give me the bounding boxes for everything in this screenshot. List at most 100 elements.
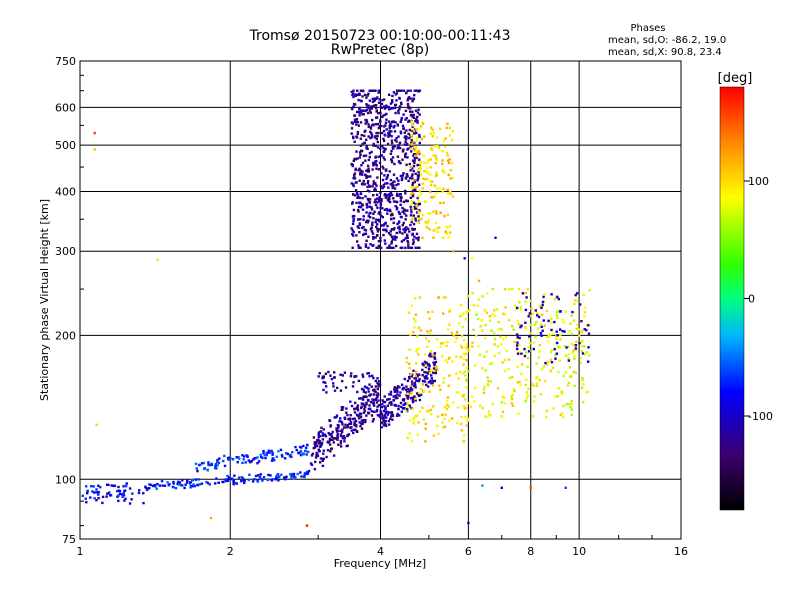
data-point xyxy=(400,196,403,199)
data-point xyxy=(343,440,346,443)
data-point xyxy=(336,436,339,439)
data-point xyxy=(442,139,446,142)
data-point xyxy=(443,405,447,409)
data-point xyxy=(397,221,401,224)
data-point xyxy=(382,185,386,188)
data-point xyxy=(442,312,445,315)
data-point xyxy=(433,352,437,355)
data-point xyxy=(302,444,305,448)
data-point xyxy=(419,329,423,332)
data-point xyxy=(402,238,405,242)
data-point xyxy=(416,379,420,383)
data-point xyxy=(435,136,438,139)
data-point xyxy=(537,315,541,319)
data-point xyxy=(405,410,408,413)
data-point xyxy=(386,404,389,407)
data-point xyxy=(466,310,469,313)
data-point xyxy=(405,214,408,217)
data-point xyxy=(464,346,467,349)
data-point xyxy=(407,105,410,108)
data-point xyxy=(257,474,260,477)
data-point xyxy=(399,215,403,219)
data-point xyxy=(411,383,414,386)
data-point xyxy=(440,342,443,345)
data-point xyxy=(423,353,427,356)
data-point xyxy=(438,226,441,229)
data-point xyxy=(116,489,119,493)
data-point xyxy=(379,409,382,413)
data-point xyxy=(525,351,528,354)
data-point xyxy=(529,486,532,489)
data-point xyxy=(390,130,393,133)
data-point xyxy=(122,494,126,497)
data-point xyxy=(561,318,564,322)
data-point xyxy=(398,414,401,417)
data-point xyxy=(413,159,416,162)
data-point xyxy=(557,297,560,301)
data-point xyxy=(355,191,359,195)
data-point xyxy=(476,317,480,321)
data-point xyxy=(374,385,378,388)
data-point xyxy=(413,132,416,135)
data-point xyxy=(408,362,411,366)
data-point xyxy=(299,453,303,457)
data-point xyxy=(222,459,225,463)
data-point xyxy=(390,107,393,110)
data-point xyxy=(584,353,587,356)
data-point xyxy=(435,173,438,177)
data-point xyxy=(421,362,424,365)
data-point xyxy=(371,398,374,401)
data-point xyxy=(504,287,507,291)
data-point xyxy=(569,405,572,409)
data-point xyxy=(375,394,378,397)
data-point xyxy=(458,322,461,325)
data-point xyxy=(446,400,449,403)
data-point xyxy=(236,461,239,464)
data-point xyxy=(328,443,332,446)
data-point xyxy=(407,241,410,244)
data-point xyxy=(235,456,238,459)
data-point xyxy=(385,112,388,116)
data-point xyxy=(383,150,386,153)
data-point xyxy=(333,376,336,379)
data-point xyxy=(391,414,395,417)
data-point xyxy=(372,393,375,396)
data-point xyxy=(375,408,379,412)
data-point xyxy=(361,196,364,200)
data-point xyxy=(366,197,370,201)
data-point xyxy=(408,389,411,393)
data-point xyxy=(181,484,184,487)
data-point xyxy=(385,128,388,131)
data-point xyxy=(373,97,377,100)
data-point xyxy=(390,149,393,153)
data-point xyxy=(317,375,320,378)
data-point xyxy=(515,344,519,347)
data-point xyxy=(389,390,393,394)
data-point xyxy=(513,389,516,393)
data-point xyxy=(436,145,439,148)
data-point xyxy=(574,344,578,347)
data-point xyxy=(371,401,375,404)
data-point xyxy=(362,390,366,393)
data-point xyxy=(369,130,372,134)
data-point xyxy=(559,333,562,336)
data-point xyxy=(581,377,584,380)
data-point xyxy=(416,196,419,200)
data-point xyxy=(418,202,421,206)
data-point xyxy=(512,328,515,331)
data-point xyxy=(459,355,462,359)
data-point xyxy=(363,232,366,236)
data-point xyxy=(248,473,251,476)
data-point xyxy=(414,120,417,123)
data-point xyxy=(516,352,520,355)
data-point xyxy=(575,340,578,343)
data-point xyxy=(405,116,408,120)
data-point xyxy=(364,129,367,132)
data-point xyxy=(546,340,550,343)
data-point xyxy=(263,454,266,457)
data-point xyxy=(391,156,395,159)
data-point xyxy=(370,134,374,137)
data-point xyxy=(416,168,420,172)
data-point xyxy=(351,232,354,236)
data-point xyxy=(353,214,356,218)
